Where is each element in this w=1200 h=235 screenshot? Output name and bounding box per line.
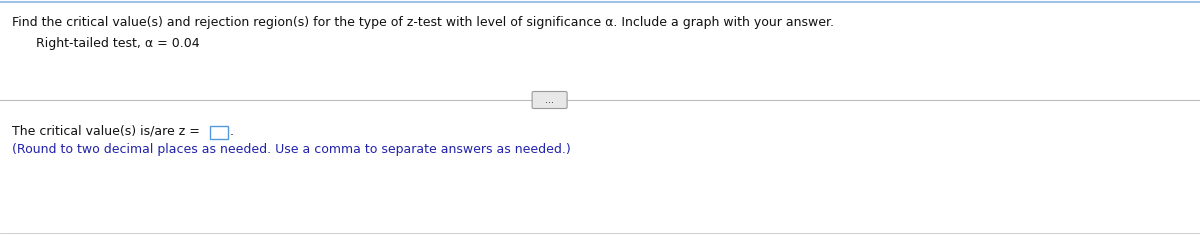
FancyBboxPatch shape: [210, 126, 228, 139]
FancyBboxPatch shape: [532, 91, 568, 109]
Text: (Round to two decimal places as needed. Use a comma to separate answers as neede: (Round to two decimal places as needed. …: [12, 143, 571, 156]
Text: Right-tailed test, α = 0.04: Right-tailed test, α = 0.04: [36, 37, 199, 50]
Text: .: .: [230, 125, 234, 138]
Text: ...: ...: [545, 95, 554, 105]
Text: Find the critical value(s) and rejection region(s) for the type of z-test with l: Find the critical value(s) and rejection…: [12, 16, 834, 29]
Text: The critical value(s) is/are z =: The critical value(s) is/are z =: [12, 125, 200, 138]
